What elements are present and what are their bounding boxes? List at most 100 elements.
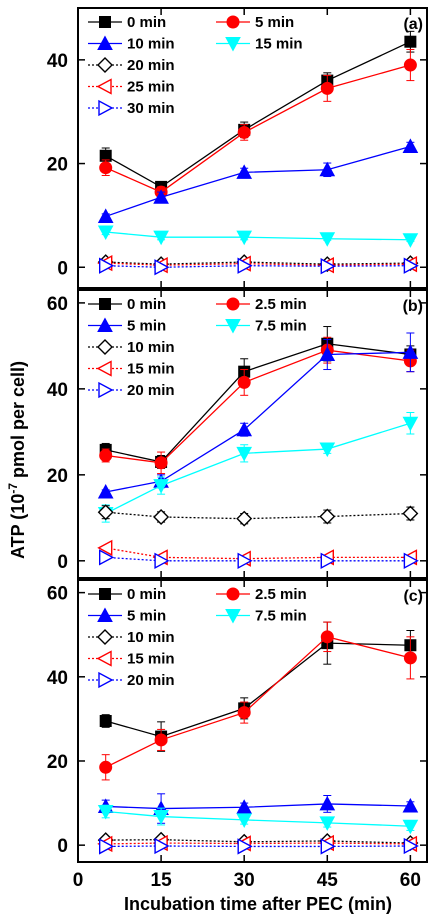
x-axis-title: Incubation time after PEC (min) xyxy=(124,894,392,914)
legend-label: 30 min xyxy=(127,100,175,117)
legend-marker xyxy=(226,15,240,29)
data-point xyxy=(97,539,113,557)
shared-x-axis: 0 15 30 45 60 xyxy=(73,870,421,891)
legend-label: 2.5 min xyxy=(255,586,307,603)
x-tick-label: 45 xyxy=(317,870,339,891)
data-point xyxy=(99,760,113,774)
data-point xyxy=(99,448,113,462)
data-point xyxy=(154,733,168,747)
data-point xyxy=(153,479,169,494)
data-point xyxy=(402,505,419,522)
data-point xyxy=(402,344,419,359)
legend-marker xyxy=(97,35,113,50)
data-point xyxy=(403,257,419,274)
series-15-min xyxy=(97,539,418,567)
legend-label: 0 min xyxy=(127,296,166,313)
panel-label: (a) xyxy=(403,16,423,33)
data-point xyxy=(320,630,334,644)
legend-marker xyxy=(99,16,111,28)
legend-marker xyxy=(225,319,241,334)
legend-label: 5 min xyxy=(127,318,166,335)
series-30-min xyxy=(98,257,419,276)
legend-marker xyxy=(226,587,240,601)
legend-marker xyxy=(225,609,241,624)
data-point xyxy=(319,232,336,247)
legend-marker xyxy=(97,607,113,622)
data-point xyxy=(97,225,114,241)
legend-label: 10 min xyxy=(127,36,175,53)
data-point xyxy=(319,161,336,177)
series-line xyxy=(105,511,411,520)
legend: 0 min 5 min 10 min 15 min 20 min 25 min 30 min xyxy=(88,14,303,117)
data-point xyxy=(402,233,419,248)
data-point xyxy=(153,189,169,204)
series-10-min xyxy=(97,831,419,852)
x-tick-label: 0 xyxy=(73,870,84,891)
series-10-min xyxy=(97,504,419,527)
series-line xyxy=(105,422,411,515)
data-point xyxy=(236,421,253,437)
data-point xyxy=(97,804,114,820)
data-point xyxy=(98,549,115,566)
series-line xyxy=(105,261,411,265)
series-25-min xyxy=(97,254,418,274)
legend-marker xyxy=(97,317,113,332)
series-20-min xyxy=(98,549,419,569)
plot-frame xyxy=(77,579,428,863)
series-line xyxy=(105,231,411,241)
data-point xyxy=(403,837,419,855)
y-axis-title-superscript: -7 xyxy=(6,483,20,494)
series-line xyxy=(105,262,411,266)
data-point xyxy=(320,552,336,569)
legend-marker xyxy=(99,298,111,310)
data-point xyxy=(236,799,253,814)
legend-label: 7.5 min xyxy=(255,318,307,335)
legend-label: 15 min xyxy=(127,361,175,378)
legend-marker xyxy=(97,339,113,355)
data-point xyxy=(319,346,336,361)
legend-marker xyxy=(97,57,113,73)
series-line xyxy=(105,556,411,562)
legend-marker xyxy=(96,650,112,667)
panel-2: 0 20 40 60 0 min 2.5 min 5 min 7.5 min 10 min 15 … xyxy=(47,289,428,579)
y-axis-title-rest: pmol per cell) xyxy=(8,361,28,483)
series-line xyxy=(105,803,411,810)
legend-marker xyxy=(99,588,111,600)
data-point xyxy=(153,230,169,246)
legend-marker xyxy=(98,381,114,399)
y-axis-title: ATP (10-7 pmol per cell) xyxy=(6,361,28,559)
data-point xyxy=(319,816,336,831)
series-15-min xyxy=(97,834,418,853)
series-line xyxy=(105,547,411,560)
y-tick-label: 40 xyxy=(47,51,68,72)
data-point xyxy=(320,258,336,275)
data-point xyxy=(154,259,170,276)
data-point xyxy=(403,651,417,665)
data-point xyxy=(97,208,114,223)
data-point xyxy=(403,552,419,569)
y-tick-label: 60 xyxy=(47,294,68,315)
data-point xyxy=(403,58,417,72)
data-point xyxy=(237,257,253,274)
series-line xyxy=(105,810,411,827)
data-point xyxy=(154,552,170,569)
data-point xyxy=(402,416,419,432)
data-point xyxy=(154,456,168,470)
legend-label: 20 min xyxy=(127,382,175,399)
series-20-min xyxy=(97,254,419,273)
y-tick-label: 40 xyxy=(47,380,68,401)
panel-label: (c) xyxy=(403,588,423,605)
series-10-min xyxy=(97,138,419,223)
data-point xyxy=(402,138,419,153)
panel-1: 0 20 40 0 min 5 min 10 min 15 min 20 min 25 min 3… xyxy=(47,7,428,289)
data-point xyxy=(236,446,253,462)
legend-label: 0 min xyxy=(127,586,166,603)
data-point xyxy=(99,161,113,175)
legend-marker xyxy=(96,360,112,377)
data-point xyxy=(320,81,334,95)
data-point xyxy=(153,508,170,525)
data-point xyxy=(402,819,419,835)
legend-marker xyxy=(225,37,241,52)
legend-label: 5 min xyxy=(255,14,294,31)
data-point xyxy=(319,508,336,525)
